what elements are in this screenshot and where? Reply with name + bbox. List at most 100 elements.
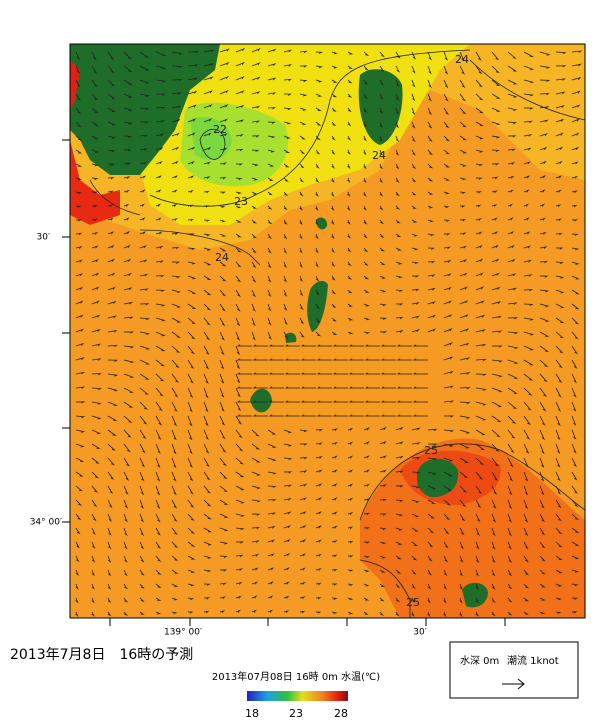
- current-arrow: [491, 429, 501, 438]
- current-arrow: [475, 499, 482, 509]
- current-arrow: [555, 289, 565, 294]
- current-arrow: [75, 205, 82, 208]
- current-arrow: [475, 513, 481, 523]
- current-arrow: [235, 219, 242, 223]
- current-arrow: [459, 135, 467, 141]
- current-arrow: [219, 162, 227, 165]
- current-arrow: [203, 373, 209, 384]
- current-arrow: [155, 65, 167, 70]
- current-arrow: [523, 79, 535, 84]
- current-arrow: [491, 373, 503, 378]
- current-arrow: [571, 415, 577, 426]
- current-arrow: [363, 247, 369, 253]
- current-arrow: [91, 328, 101, 333]
- current-arrow: [571, 76, 582, 81]
- current-arrow: [155, 415, 163, 426]
- current-arrow: [139, 331, 151, 335]
- current-arrow: [347, 583, 354, 586]
- current-arrow: [235, 75, 245, 81]
- current-arrow: [203, 62, 214, 67]
- current-arrow: [236, 372, 252, 375]
- current-arrow: [315, 149, 321, 155]
- current-arrow: [251, 526, 261, 530]
- current-arrow: [315, 247, 319, 254]
- current-arrow: [491, 583, 496, 590]
- current-arrow: [251, 135, 260, 138]
- current-arrow: [571, 303, 580, 310]
- current-arrow: [91, 300, 100, 305]
- current-arrow: [491, 401, 503, 408]
- current-arrow: [331, 331, 338, 335]
- current-arrow: [155, 217, 162, 221]
- current-arrow: [235, 233, 242, 238]
- current-arrow: [251, 471, 261, 476]
- current-arrow: [91, 513, 97, 522]
- current-arrow: [571, 289, 580, 295]
- current-arrow: [523, 471, 529, 482]
- current-arrow: [347, 611, 354, 615]
- current-arrow: [219, 555, 228, 558]
- current-arrow: [155, 457, 161, 469]
- current-arrow: [91, 163, 99, 167]
- current-arrow: [555, 303, 565, 309]
- current-arrow: [555, 583, 563, 587]
- current-arrow: [363, 275, 370, 280]
- current-arrow: [315, 107, 322, 112]
- current-arrow: [91, 93, 99, 101]
- current-arrow: [331, 51, 339, 55]
- current-arrow: [123, 443, 131, 453]
- current-arrow: [459, 387, 471, 390]
- current-arrow: [571, 359, 578, 369]
- current-arrow: [251, 120, 260, 123]
- current-arrow: [379, 441, 387, 445]
- current-arrow: [411, 499, 420, 503]
- current-arrow: [523, 401, 532, 411]
- current-arrow: [251, 457, 261, 463]
- current-arrow: [427, 457, 438, 461]
- current-arrow: [443, 513, 451, 521]
- current-arrow: [91, 343, 102, 347]
- current-arrow: [171, 65, 183, 68]
- current-arrow: [443, 611, 447, 617]
- current-arrow: [395, 191, 400, 197]
- current-arrow: [363, 135, 367, 142]
- current-arrow: [380, 372, 396, 375]
- current-arrow: [299, 596, 306, 600]
- current-arrow: [75, 79, 81, 88]
- current-arrow: [315, 303, 321, 310]
- current-arrow: [75, 513, 82, 521]
- current-arrow: [203, 443, 210, 454]
- current-arrow: [443, 273, 452, 277]
- current-arrow: [123, 429, 132, 438]
- current-arrow: [475, 611, 480, 617]
- current-arrow: [251, 331, 256, 341]
- current-arrow: [331, 107, 337, 112]
- current-arrow: [203, 146, 212, 151]
- current-arrow: [347, 107, 352, 113]
- current-arrow: [523, 611, 529, 615]
- current-arrow: [571, 443, 577, 454]
- current-arrow: [507, 107, 518, 111]
- current-arrow: [219, 205, 226, 208]
- current-arrow: [363, 597, 370, 601]
- current-arrow: [284, 358, 300, 361]
- current-arrow: [299, 191, 304, 197]
- current-arrow: [107, 583, 112, 590]
- current-arrow: [507, 471, 513, 482]
- current-arrow: [203, 499, 212, 507]
- current-arrow: [459, 121, 467, 128]
- current-arrow: [203, 527, 212, 533]
- current-arrow: [235, 513, 245, 517]
- current-arrow: [300, 386, 316, 389]
- current-arrow: [139, 471, 145, 482]
- current-arrow: [299, 121, 307, 126]
- current-arrow: [443, 583, 447, 590]
- current-arrow: [107, 513, 112, 522]
- current-arrow: [539, 471, 545, 482]
- current-arrow: [379, 583, 386, 587]
- current-arrow: [555, 555, 563, 561]
- current-arrow: [332, 358, 348, 361]
- current-arrow: [300, 400, 316, 403]
- current-arrow: [203, 429, 209, 441]
- current-arrow: [523, 107, 534, 110]
